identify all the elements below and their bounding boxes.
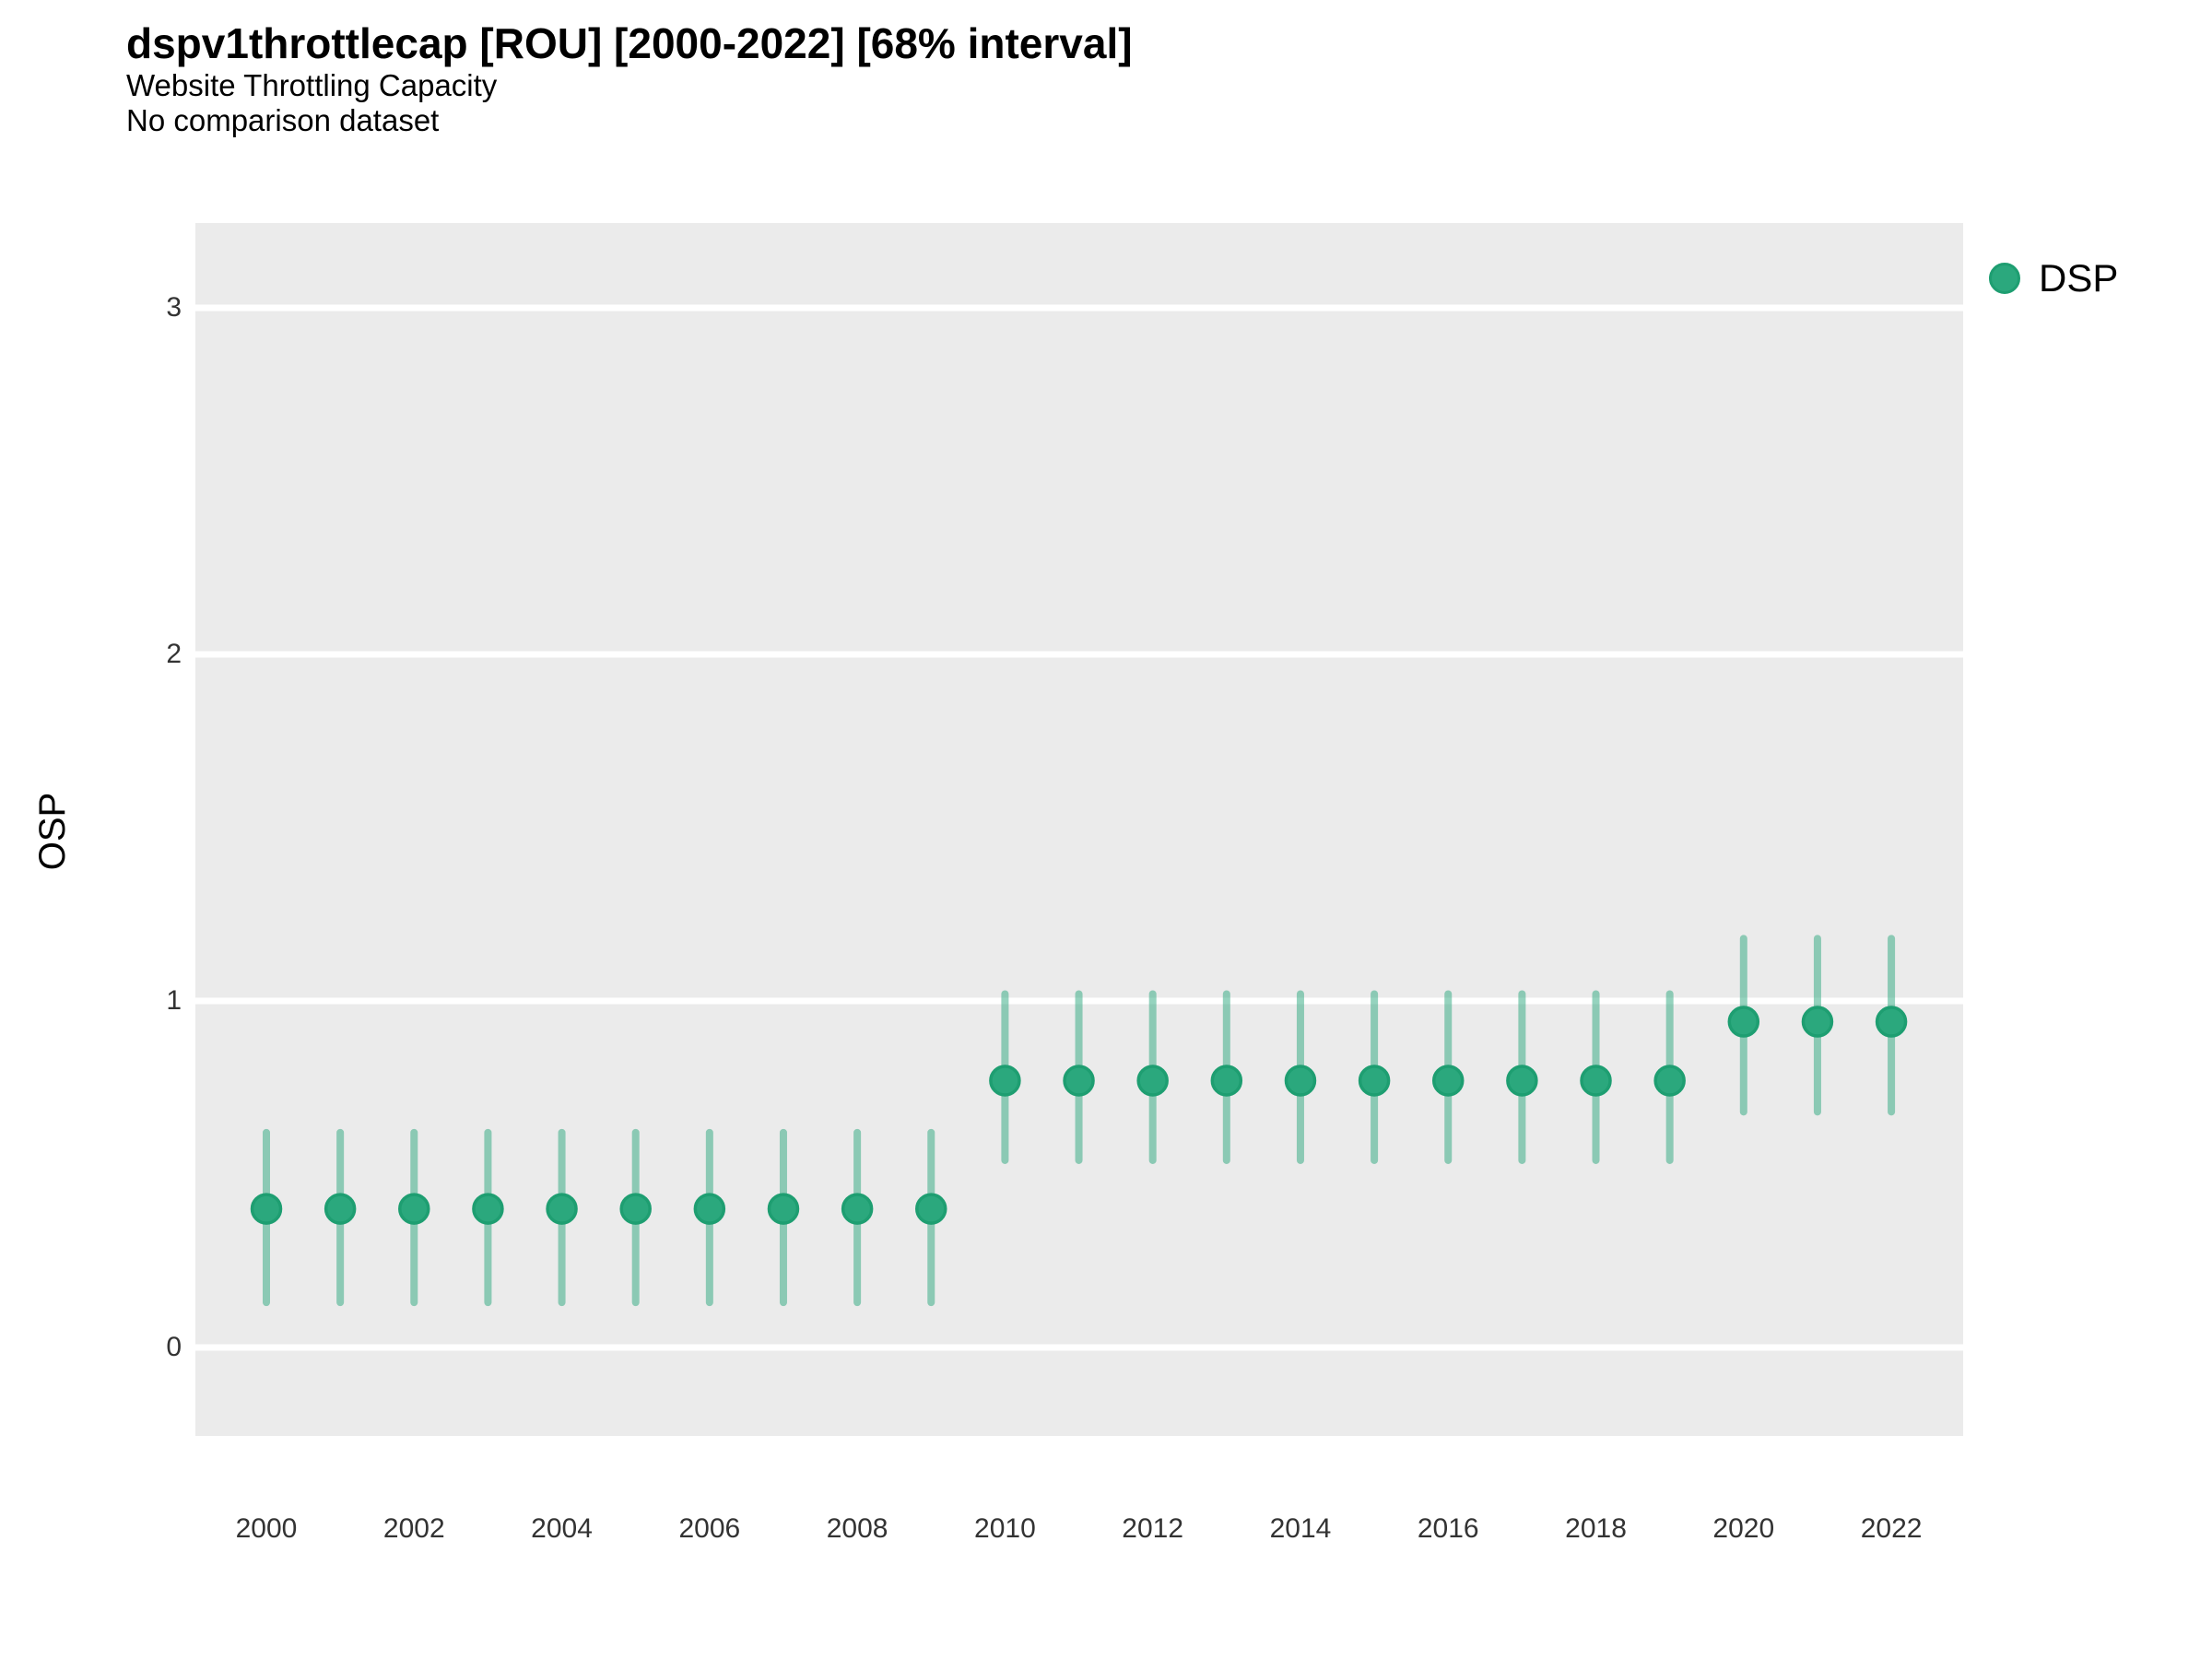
- data-point-2010: [989, 1065, 1021, 1097]
- gridline-y2: [195, 651, 1963, 658]
- y-tick-label: 3: [166, 292, 182, 323]
- data-point-2014: [1284, 1065, 1317, 1097]
- x-tick-label: 2010: [974, 1513, 1036, 1544]
- data-point-2022: [1875, 1006, 1908, 1038]
- x-tick-label: 2012: [1122, 1513, 1184, 1544]
- y-tick-label: 0: [166, 1332, 182, 1362]
- data-point-2008: [841, 1193, 874, 1225]
- data-point-2019: [1653, 1065, 1686, 1097]
- x-tick-label: 2016: [1417, 1513, 1479, 1544]
- data-point-2011: [1063, 1065, 1095, 1097]
- x-tick-label: 2020: [1712, 1513, 1775, 1544]
- data-point-2000: [250, 1193, 283, 1225]
- chart-comparison-note: No comparison dataset: [126, 103, 440, 137]
- legend: DSP: [1989, 256, 2118, 300]
- data-point-2020: [1727, 1006, 1760, 1038]
- data-point-2021: [1801, 1006, 1834, 1038]
- x-tick-label: 2006: [678, 1513, 741, 1544]
- data-point-2007: [767, 1193, 800, 1225]
- data-point-2018: [1580, 1065, 1612, 1097]
- data-point-2006: [693, 1193, 726, 1225]
- y-tick-label: 1: [166, 985, 182, 1016]
- data-point-2002: [398, 1193, 430, 1225]
- data-point-2015: [1358, 1065, 1391, 1097]
- data-point-2004: [546, 1193, 578, 1225]
- plot-panel: [195, 223, 1963, 1436]
- data-point-2009: [915, 1193, 947, 1225]
- x-tick-label: 2022: [1860, 1513, 1923, 1544]
- gridline-y0: [195, 1344, 1963, 1351]
- data-point-2003: [472, 1193, 504, 1225]
- data-point-2001: [324, 1193, 357, 1225]
- x-tick-label: 2014: [1269, 1513, 1332, 1544]
- data-point-2016: [1431, 1065, 1465, 1097]
- legend-circle-icon: [1989, 263, 2020, 294]
- x-tick-label: 2000: [235, 1513, 298, 1544]
- pointrange-chart: [195, 304, 1963, 1351]
- y-tick-label: 2: [166, 639, 182, 669]
- x-tick-label: 2004: [531, 1513, 593, 1544]
- data-point-2005: [619, 1193, 652, 1225]
- x-tick-label: 2018: [1565, 1513, 1627, 1544]
- chart-title: dspv1throttlecap [ROU] [2000-2022] [68% …: [126, 19, 1133, 67]
- data-point-2013: [1210, 1065, 1243, 1097]
- x-tick-label: 2008: [826, 1513, 888, 1544]
- y-axis-title: OSP: [32, 792, 73, 871]
- chart-subtitle: Website Throttling Capacity: [126, 68, 498, 102]
- data-point-2017: [1506, 1065, 1538, 1097]
- x-tick-label: 2002: [382, 1513, 445, 1544]
- data-point-2012: [1136, 1065, 1169, 1097]
- legend-label: DSP: [2039, 256, 2119, 300]
- gridline-y3: [195, 304, 1963, 312]
